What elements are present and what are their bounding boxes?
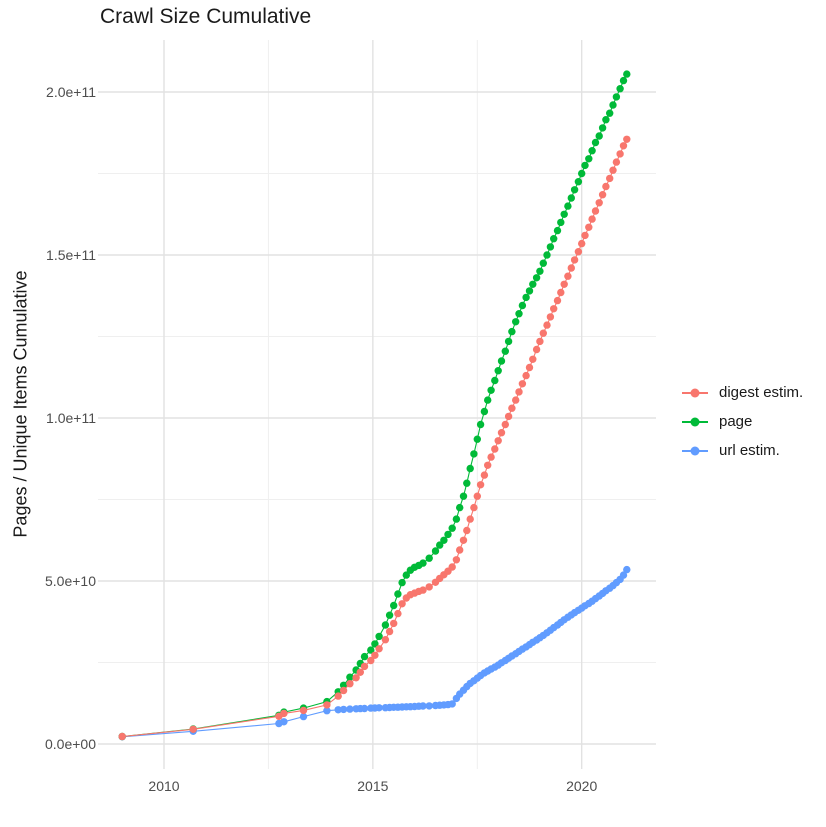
y-tick-label: 0.0e+00 xyxy=(45,736,96,752)
series-page xyxy=(118,70,631,741)
y-tick-label: 1.5e+11 xyxy=(46,247,96,263)
x-tick-label: 2015 xyxy=(357,778,389,794)
legend: digest estim. page url estim. xyxy=(682,378,803,465)
gridlines xyxy=(98,40,656,769)
legend-label: page xyxy=(719,413,753,430)
legend-item: page xyxy=(682,407,803,436)
y-tick-label: 1.0e+11 xyxy=(46,410,96,426)
y-axis-title: Pages / Unique Items Cumulative xyxy=(10,270,31,538)
series-digest-estim xyxy=(118,135,631,741)
series-url-estim xyxy=(118,565,631,741)
legend-key-icon xyxy=(682,414,708,430)
y-tick-label: 2.0e+11 xyxy=(46,84,96,100)
legend-item: url estim. xyxy=(682,436,803,465)
chart-title: Crawl Size Cumulative xyxy=(100,5,312,28)
y-tick-label: 5.0e+10 xyxy=(45,573,96,589)
legend-label: url estim. xyxy=(719,442,780,459)
legend-label: digest estim. xyxy=(719,384,804,401)
x-tick-label: 2010 xyxy=(148,778,180,794)
legend-item: digest estim. xyxy=(682,378,803,407)
legend-key-icon xyxy=(682,385,708,401)
x-tick-label: 2020 xyxy=(566,778,598,794)
legend-key-icon xyxy=(682,443,708,459)
